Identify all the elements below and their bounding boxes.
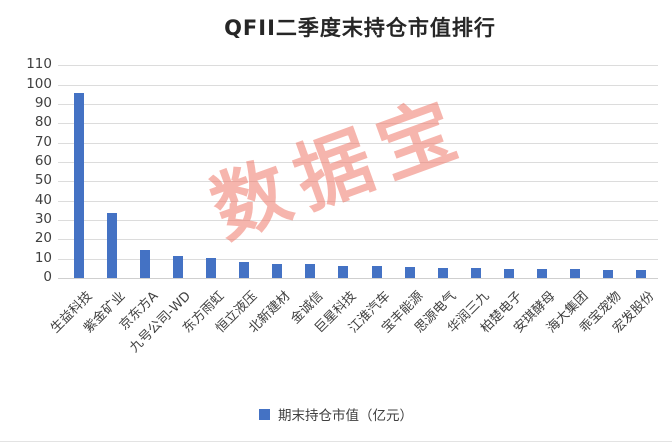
gridline-90	[58, 104, 658, 105]
bar-京东方A	[140, 250, 150, 278]
bar-巨星科技	[338, 266, 348, 278]
y-axis-tick-label: 70	[34, 134, 52, 150]
bar-宝丰能源	[405, 267, 415, 278]
gridline-70	[58, 143, 658, 144]
y-axis-tick-label: 90	[34, 95, 52, 111]
gridline-110	[58, 65, 658, 66]
gridline-50	[58, 181, 658, 182]
bar-金诚信	[305, 264, 315, 278]
bar-乖宝宠物	[603, 270, 613, 278]
bar-柏楚电子	[504, 269, 514, 278]
y-axis-tick-label: 110	[26, 56, 52, 72]
bar-江淮汽车	[372, 266, 382, 278]
legend-swatch-icon	[259, 408, 270, 420]
y-axis-tick-label: 20	[34, 230, 52, 246]
legend: 期末持仓市值（亿元）	[0, 404, 672, 424]
bar-九号公司-WD	[173, 256, 183, 278]
bar-北新建材	[272, 264, 282, 278]
bar-生益科技	[74, 93, 84, 278]
y-axis-tick-label: 40	[34, 192, 52, 208]
chart-title: QFII二季度末持仓市值排行	[224, 16, 496, 40]
gridline-80	[58, 123, 658, 124]
bar-恒立液压	[239, 262, 249, 278]
y-axis-tick-label: 50	[34, 172, 52, 188]
bar-东方雨虹	[206, 258, 216, 278]
y-axis-tick-label: 30	[34, 211, 52, 227]
bar-宏发股份	[636, 270, 646, 278]
gridline-20	[58, 239, 658, 240]
y-axis-tick-label: 60	[34, 153, 52, 169]
gridline-30	[58, 220, 658, 221]
bar-海大集团	[570, 269, 580, 278]
y-axis-tick-label: 80	[34, 114, 52, 130]
bar-华润三九	[471, 268, 481, 278]
gridline-100	[58, 85, 658, 86]
y-axis-tick-label: 10	[34, 250, 52, 266]
gridline-0	[58, 278, 658, 279]
gridline-10	[58, 259, 658, 260]
bar-思源电气	[438, 268, 448, 278]
bar-紫金矿业	[107, 213, 117, 278]
y-axis-tick-label: 100	[26, 76, 52, 92]
gridline-40	[58, 201, 658, 202]
legend-label: 期末持仓市值（亿元）	[278, 408, 413, 424]
y-axis-tick-label: 0	[43, 269, 52, 285]
gridline-60	[58, 162, 658, 163]
bar-安琪酵母	[537, 269, 547, 278]
